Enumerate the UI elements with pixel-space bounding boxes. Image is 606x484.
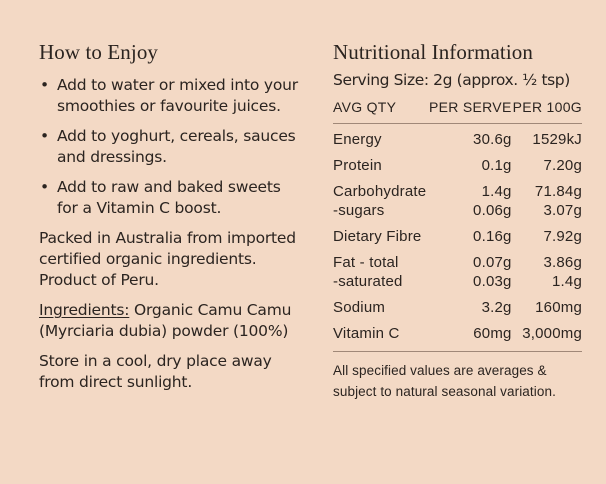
per-serve-value: 1.4g [481,183,512,200]
packed-origin-text: Packed in Australia from imported certif… [39,229,296,289]
per-serve-value: 60mg [427,317,512,352]
nutrient-name: -sugars [333,202,385,219]
per-serve-value: 0.03g [473,273,512,290]
nutrition-table: AVG QTY PER SERVE PER 100G Energy 30.6g … [333,99,582,352]
nutrition-title: Nutritional Information [333,40,534,64]
ingredients-value: Organic Camu Camu (Myrciaria dubia) powd… [39,301,292,340]
table-row: Carbohydrate 1.4g 71.84g [333,175,582,201]
header-per-serve: PER SERVE [427,99,512,124]
table-row: Sodium 3.2g 160mg [333,291,582,317]
table-row: -sugars 0.06g 3.07g [333,201,582,220]
table-row: Energy 30.6g 1529kJ [333,124,582,150]
per-serve-value: 30.6g [473,131,512,148]
per-100g-value: 3.07g [543,202,582,219]
usage-item: Add to yoghurt, cereals, sauces and dres… [39,126,299,168]
usage-item: Add to water or mixed into your smoothie… [39,75,299,117]
how-to-enjoy-title: How to Enjoy [39,40,159,64]
usage-item: Add to raw and baked sweets for a Vitami… [39,177,299,219]
per-100g-value: 160mg [535,299,582,316]
nutrient-name: -saturated [333,273,403,290]
how-to-enjoy-section: How to Enjoy Add to water or mixed into … [39,40,299,402]
table-row: Fat - total 0.07g 3.86g [333,246,582,272]
header-per-100g: PER 100G [511,99,582,124]
ingredients-text: Ingredients: Organic Camu Camu (Myrciari… [39,300,299,342]
table-row: Protein 0.1g 7.20g [333,149,582,175]
per-serve-value: 0.16g [473,228,512,245]
per-serve-value: 0.07g [473,254,512,271]
per-100g-value: 7.20g [543,157,582,174]
per-100g-value: 3.86g [543,254,582,271]
per-100g-value: 1529kJ [532,131,582,148]
serving-size: Serving Size: 2g (approx. ½ tsp) [333,71,570,89]
nutrient-name: Energy [333,131,382,148]
table-row: Vitamin C 60mg 3,000mg [333,317,582,352]
nutrient-name: Fat - total [333,254,399,271]
nutrient-name: Vitamin C [333,317,428,352]
table-row: -saturated 0.03g 1.4g [333,272,582,291]
nutrient-name: Protein [333,157,382,174]
nutrient-name: Carbohydrate [333,183,427,200]
storage-text: Store in a cool, dry place away from dir… [39,352,272,391]
per-100g-value: 71.84g [534,183,582,200]
table-row: Dietary Fibre 0.16g 7.92g [333,220,582,246]
nutrition-footnote: All specified values are averages & subj… [333,363,556,399]
ingredients-label: Ingredients: [39,301,130,319]
per-serve-value: 0.1g [481,157,512,174]
per-100g-value: 7.92g [543,228,582,245]
nutrient-name: Dietary Fibre [333,228,422,245]
usage-list: Add to water or mixed into your smoothie… [39,75,299,219]
nutrition-section: Nutritional Information Serving Size: 2g… [333,40,588,416]
header-avg-qty: AVG QTY [333,99,428,124]
per-100g-value: 3,000mg [511,317,582,352]
per-serve-value: 3.2g [481,299,512,316]
per-100g-value: 1.4g [552,273,582,290]
table-header-row: AVG QTY PER SERVE PER 100G [333,99,582,124]
nutrient-name: Sodium [333,299,386,316]
per-serve-value: 0.06g [473,202,512,219]
